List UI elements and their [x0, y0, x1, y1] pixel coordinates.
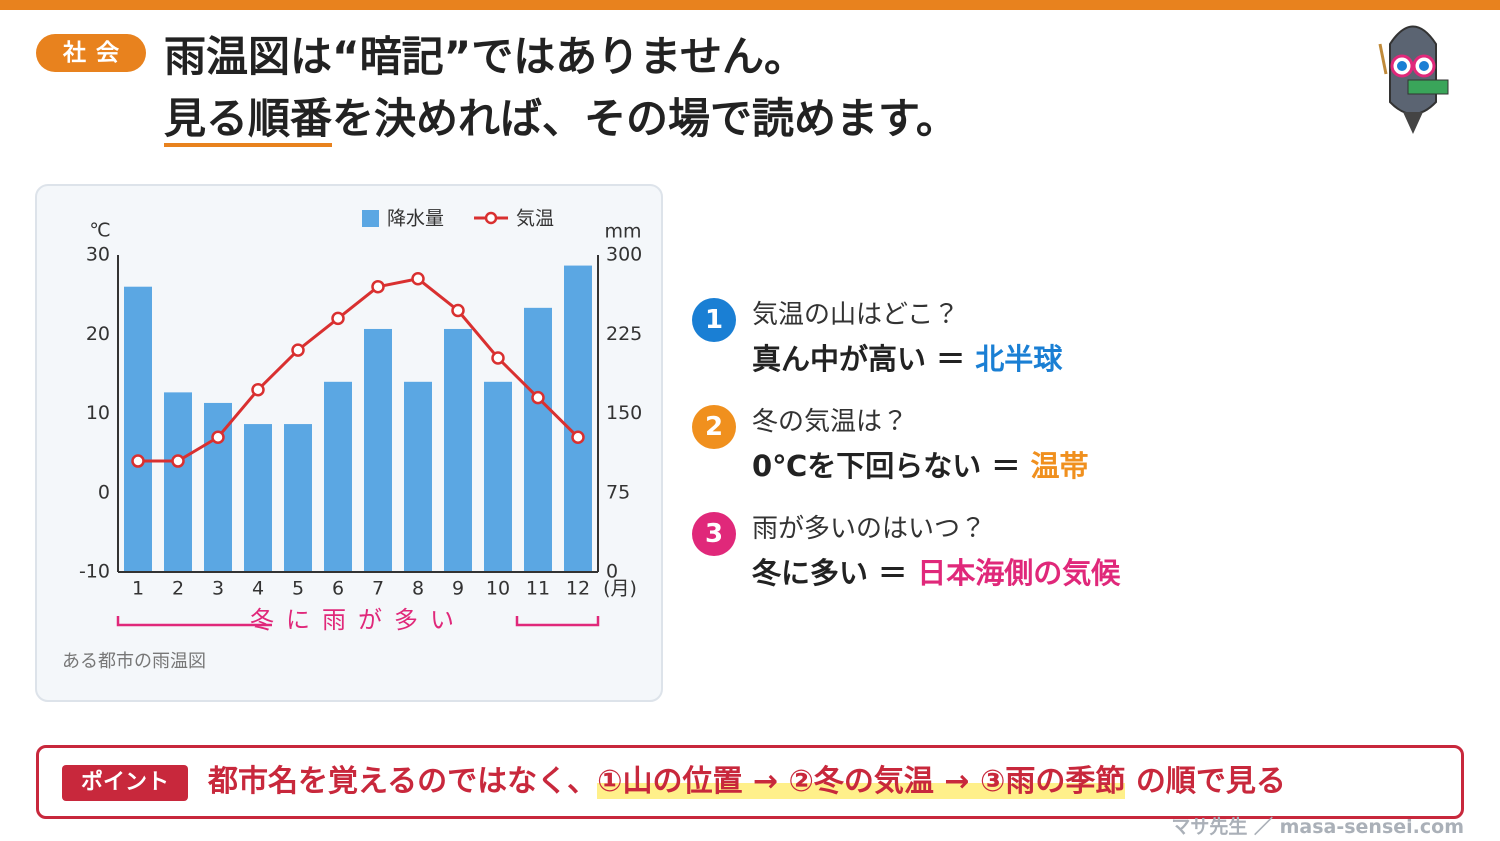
temperature-line [138, 277, 580, 463]
answer: 日本海側の気候 [917, 556, 1121, 590]
x-tick-label: 4 [252, 578, 264, 600]
bar [244, 424, 272, 572]
temperature-point [491, 351, 505, 365]
temperature-point [291, 343, 305, 357]
point-answer: 冬に多い ＝ 日本海側の気候 [752, 550, 1120, 592]
point-number: 2 [692, 405, 736, 449]
top-bar [0, 0, 1500, 10]
legend-swatch [362, 210, 379, 227]
y-tick-label: 30 [86, 244, 110, 266]
bar [284, 424, 312, 572]
annotation: 冬に雨が多い [250, 606, 466, 634]
bar [324, 381, 352, 572]
x-tick-label: 9 [452, 578, 464, 600]
x-tick-label: 2 [172, 578, 184, 600]
point-number: 1 [692, 298, 736, 342]
y2-tick-label: 300 [606, 244, 642, 266]
y-tick-label: 10 [86, 402, 110, 424]
x-unit: (月) [603, 578, 637, 600]
answer: 北半球 [975, 342, 1063, 376]
temperature-point [571, 430, 585, 445]
text: の順で見る [1125, 764, 1286, 799]
bar [204, 402, 232, 572]
x-tick-label: 1 [132, 578, 144, 600]
temperature-point [331, 311, 345, 326]
bar [164, 392, 192, 572]
legend-swatch [484, 211, 498, 225]
bar [124, 286, 152, 572]
x-tick-label: 8 [412, 578, 424, 600]
x-tick-label: 3 [212, 578, 224, 600]
x-tick-label: 7 [372, 578, 384, 600]
title-rest: を決めれば、その場で読めます。 [332, 94, 958, 143]
y2-tick-label: 0 [606, 561, 618, 583]
temperature-point [211, 430, 225, 445]
y-tick-label: 0 [98, 481, 110, 503]
bar [524, 307, 552, 572]
text: 都市名を覚えるのではなく、 [208, 764, 598, 799]
x-tick-label: 5 [292, 578, 304, 600]
answer: 温帯 [1030, 449, 1089, 483]
x-tick-label: 11 [526, 578, 550, 600]
title: 雨温図は“暗記”ではありません。 見る順番を決めれば、その場で読めます。 [164, 26, 958, 150]
answer-prefix: 真ん中が高い ＝ [752, 342, 976, 376]
y-unit: ℃ [89, 220, 110, 242]
chart: ℃ mm (月) 冬に雨が多い ある都市の雨温図 -10010203007515… [35, 184, 663, 702]
temperature-point [131, 454, 145, 468]
x-tick-label: 6 [332, 578, 344, 600]
y2-unit: mm [604, 221, 641, 243]
point-answer: 0℃を下回らない ＝ 温帯 [752, 443, 1089, 485]
x-tick-label: 10 [486, 578, 510, 600]
answer-prefix: 冬に多い ＝ [752, 556, 918, 590]
point-question: 雨が多いのはいつ？ [752, 514, 987, 544]
y2-tick-label: 75 [606, 481, 630, 503]
highlight: ①山の位置 → ②冬の気温 → ③雨の季節 [597, 764, 1126, 799]
annotation-bracket [116, 616, 600, 627]
legend-label: 降水量 [387, 208, 444, 230]
y-tick-label: -10 [79, 561, 110, 583]
title-line: 雨温図は“暗記”ではありません。 [164, 32, 806, 81]
point-label: ポイント [62, 765, 188, 801]
credit: マサ先生 ／ masa-sensei.com [1171, 816, 1464, 838]
bar [364, 328, 392, 572]
bar [444, 328, 472, 572]
mascot [1378, 25, 1449, 134]
temperature-point [251, 382, 265, 397]
bar [484, 381, 512, 572]
legend-label: 気温 [516, 208, 554, 230]
bar [404, 381, 432, 572]
point-text: 都市名を覚えるのではなく、①山の位置 → ②冬の気温 → ③雨の季節 の順で見る [208, 760, 1286, 804]
point-number: 3 [692, 512, 736, 556]
caption: ある都市の雨温図 [62, 651, 206, 672]
x-tick-label: 12 [566, 578, 590, 600]
temperature-point [531, 390, 545, 405]
y-tick-label: 20 [86, 323, 110, 345]
point-question: 冬の気温は？ [752, 407, 909, 437]
temperature-point [451, 303, 465, 318]
temperature-point [371, 279, 385, 294]
point-question: 気温の山はどこ？ [752, 300, 960, 330]
title-line: 見る順番を決めれば、その場で読めます。 [164, 88, 958, 150]
y2-tick-label: 150 [606, 402, 642, 424]
title-underlined: 見る順番 [164, 94, 333, 147]
answer-prefix: 0℃を下回らない ＝ [752, 449, 1031, 483]
bar [564, 265, 592, 572]
temperature-point [411, 272, 425, 286]
point-answer: 真ん中が高い ＝ 北半球 [752, 336, 1062, 378]
temperature-point [171, 454, 185, 468]
subject-badge: 社会 [36, 34, 146, 72]
y2-tick-label: 225 [606, 323, 642, 345]
